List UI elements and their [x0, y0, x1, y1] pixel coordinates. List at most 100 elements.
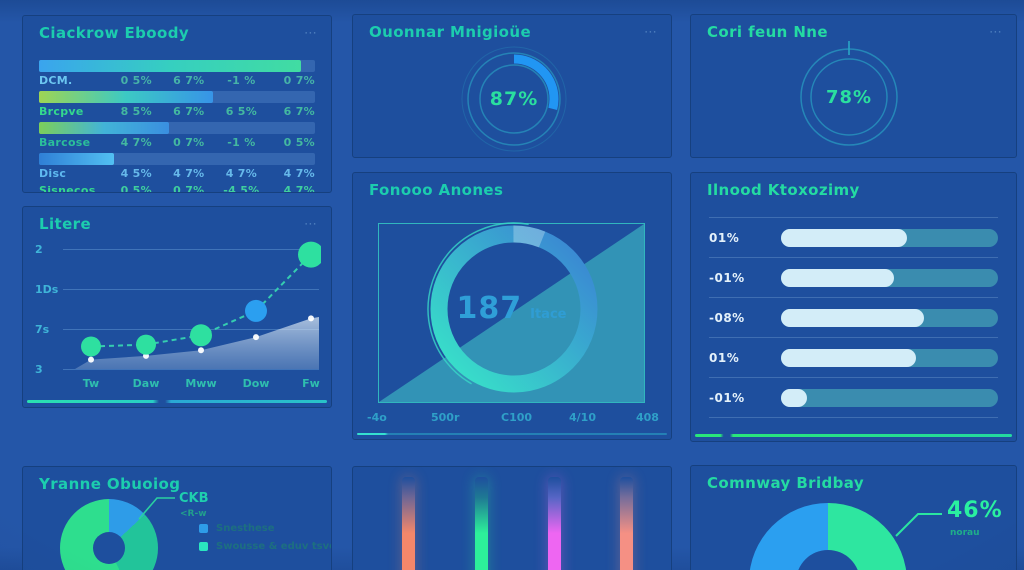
- gauge87-card-title: Ouonnar Mnigioüe: [369, 23, 532, 41]
- line-chart-gridline: [63, 369, 319, 370]
- pie-callout-label: CKB: [179, 491, 209, 506]
- line-chart-x-tick: Fw: [302, 377, 320, 390]
- line-chart-y-tick: 3: [35, 363, 43, 376]
- time-gauge-chart: [789, 37, 909, 157]
- progress-track: [781, 388, 998, 407]
- funnel-unit: Itace: [530, 307, 567, 322]
- kpi-row-value: 4 5%: [120, 167, 152, 180]
- progress-track: [781, 228, 998, 247]
- kpi-row-value: 4 7%: [120, 136, 152, 149]
- card-kpi-table: Ciackrow Eboody ⋯ DCM. 0 5% 6 7% -1 % 0 7% Br…: [22, 15, 332, 193]
- funnel-center-value: 187 Itace: [378, 291, 645, 326]
- kpi-table-row: Disc 4 5% 4 7% 4 7% 4 7%: [39, 167, 315, 181]
- kpi-bar-fill: [39, 153, 114, 165]
- progress-track: [781, 348, 998, 367]
- kpi-row-value: 6 7%: [173, 105, 205, 118]
- kpi-bar-track: [39, 91, 315, 103]
- pie-hole: [93, 532, 125, 564]
- card-time-gauge: Cori feun Nne ⋯ 78%: [690, 14, 1017, 158]
- donut-hole: [796, 550, 860, 570]
- kpi-row-label: Brcpve: [39, 105, 84, 118]
- progress-track: [781, 308, 998, 327]
- more-menu-icon[interactable]: ⋯: [644, 25, 659, 40]
- funnel-x-tick: 408: [636, 411, 659, 424]
- funnel-plot-area: [378, 223, 645, 403]
- efficiency-card-title: Comnway Bridbay: [707, 474, 865, 492]
- progress-fill: [781, 228, 907, 247]
- legend-swatch-icon: [199, 524, 208, 533]
- kpi-bar-fill: [39, 60, 302, 72]
- kpi-row-value: 4 7%: [283, 184, 315, 193]
- line-chart-y-tick: 1Ds: [35, 283, 59, 296]
- gauge78-card-title: Cori feun Nne: [707, 23, 828, 41]
- card-line-chart: Litere ⋯ 2 1Ds 7s 3 Tw Daw Mww Dow Fw: [22, 206, 332, 408]
- line-chart-x-tick: Dow: [242, 377, 270, 390]
- progress-row: -08%: [709, 297, 998, 337]
- funnel-x-tick: -4o: [367, 411, 387, 424]
- kpi-row-value: -1 %: [227, 74, 256, 87]
- card-accent-line: [27, 400, 327, 403]
- progress-label: -01%: [709, 390, 745, 405]
- kpi-row-value: 4 7%: [173, 167, 205, 180]
- card-customer-gauge: Ouonnar Mnigioüe ⋯ 87%: [352, 14, 672, 158]
- kpi-row-label: DCM.: [39, 74, 73, 87]
- kpi-row-value: 4 7%: [283, 167, 315, 180]
- line-chart-gridline: [63, 329, 319, 330]
- progress-row: 01%: [709, 217, 998, 257]
- line-chart-gridline: [63, 249, 319, 250]
- funnel-card-title: Fonooo Anones: [369, 181, 504, 199]
- line-chart-svg: [35, 241, 321, 407]
- more-menu-icon[interactable]: ⋯: [989, 25, 1004, 40]
- line-chart: 2 1Ds 7s 3 Tw Daw Mww Dow Fw: [35, 241, 321, 407]
- customer-gauge-chart: [454, 39, 574, 157]
- kpi-row-value: 6 7%: [173, 74, 205, 87]
- kpi-row-label: Barcose: [39, 136, 91, 149]
- legend-label: Swousse & eduv tsve: [216, 541, 332, 552]
- progress-label: 01%: [709, 350, 740, 365]
- kpi-rows: DCM. 0 5% 6 7% -1 % 0 7% Brcpve 8 5% 6 7% 6 5% 6 …: [39, 60, 315, 193]
- funnel-x-tick: 500r: [431, 411, 460, 424]
- donut-callout-value: 46%: [947, 498, 1003, 523]
- gauge87-value: 87%: [489, 88, 539, 110]
- funnel-x-tick: 4/10: [569, 411, 596, 424]
- more-menu-icon[interactable]: ⋯: [304, 217, 319, 232]
- kpi-row-value: 0 7%: [173, 184, 205, 193]
- kpi-bar-track: [39, 60, 315, 72]
- kpi-bar-track: [39, 122, 315, 134]
- kpi-row-value: 0 7%: [283, 74, 315, 87]
- donut-callout-line: [895, 513, 942, 537]
- donut-callout-sub: norau: [950, 528, 980, 538]
- economy-card-title: Ilnood Ktoxozimy: [707, 181, 860, 199]
- kpi-bar-fill: [39, 91, 213, 103]
- line-chart-gridline: [63, 289, 319, 290]
- kpi-bar-fill: [39, 122, 169, 134]
- kpi-row-value: 0 5%: [120, 184, 152, 193]
- card-accent-line: [695, 434, 1012, 437]
- neon-bar: [620, 477, 633, 570]
- more-menu-icon[interactable]: ⋯: [304, 26, 319, 41]
- legend-item: Snesthese: [199, 523, 331, 534]
- progress-row: 01%: [709, 337, 998, 377]
- neon-bar: [475, 477, 488, 570]
- kpi-table-row: Brcpve 8 5% 6 7% 6 5% 6 7%: [39, 105, 315, 119]
- pie-card-title: Yranne Obuoiog: [39, 475, 181, 493]
- line-chart-x-tick: Tw: [82, 377, 100, 390]
- progress-row: -01%: [709, 257, 998, 297]
- economy-progress-rows: 01% -01% -08% 01% -01%: [709, 217, 998, 418]
- pie-callout-sub: <R-w: [180, 509, 207, 519]
- legend-item: Swousse & eduv tsve: [199, 541, 332, 552]
- kpi-row-value: 0 5%: [283, 136, 315, 149]
- line-chart-x-tick: Mww: [185, 377, 217, 390]
- line-card-title: Litere: [39, 215, 92, 233]
- kpi-row-value: 4 7%: [225, 167, 258, 180]
- line-chart-y-tick: 7s: [35, 323, 50, 336]
- kpi-row-label: Disc: [39, 167, 67, 180]
- kpi-bar-track: [39, 153, 315, 165]
- progress-fill: [781, 348, 916, 367]
- line-chart-x-tick: Daw: [132, 377, 160, 390]
- progress-fill: [781, 388, 808, 407]
- card-accent-line: [357, 433, 667, 435]
- kpi-row-value: -4 5%: [223, 184, 260, 193]
- progress-label: -01%: [709, 270, 745, 285]
